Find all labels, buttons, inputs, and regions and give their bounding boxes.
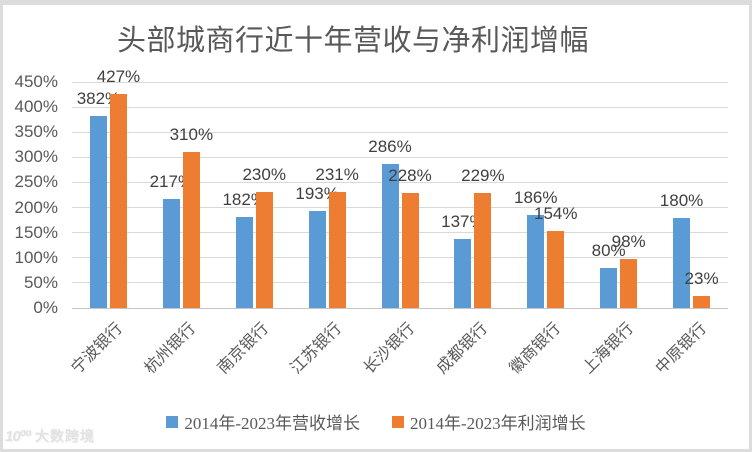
bar-profit xyxy=(474,192,492,308)
legend-swatch-icon xyxy=(392,415,404,428)
watermark: 10⁰⁰ 大数跨境 xyxy=(5,426,95,446)
bar-profit xyxy=(109,93,127,308)
bar-revenue xyxy=(454,239,472,308)
data-label: 231% xyxy=(315,164,359,184)
y-axis-tick-label: 450% xyxy=(14,72,58,91)
chart-title: 头部城商行近十年营收与净利润增幅 xyxy=(116,25,590,57)
data-label: 228% xyxy=(388,166,432,186)
data-label: 229% xyxy=(461,165,505,185)
data-label: 80% xyxy=(591,240,626,260)
bar-revenue xyxy=(308,211,326,308)
data-label: 137% xyxy=(441,212,485,232)
y-axis-tick-label: 250% xyxy=(14,172,58,192)
data-label: 193% xyxy=(295,184,339,204)
y-axis-tick-label: 400% xyxy=(14,97,58,117)
bar-profit xyxy=(693,296,711,308)
data-label: 286% xyxy=(368,137,412,157)
gridline xyxy=(72,282,728,284)
y-axis-tick-label: 100% xyxy=(14,247,58,267)
bar-revenue xyxy=(162,199,180,308)
bar-profit xyxy=(620,258,638,308)
bar-revenue xyxy=(600,267,618,308)
data-label: 186% xyxy=(514,187,558,207)
bar-profit xyxy=(182,152,200,308)
legend-label: 2014年-2023年营收增长 xyxy=(184,414,360,433)
legend-item-profit: 2014年-2023年利润增长 xyxy=(392,409,586,434)
bar-revenue xyxy=(673,217,691,308)
gridline xyxy=(72,81,728,83)
data-label: 182% xyxy=(222,189,266,209)
watermark-logo-icon: 10⁰⁰ xyxy=(5,428,32,445)
bar-profit xyxy=(401,193,419,308)
data-label: 180% xyxy=(659,190,704,210)
data-label: 230% xyxy=(242,165,286,185)
bar-profit xyxy=(255,192,273,308)
data-label: 23% xyxy=(684,269,719,289)
data-label: 310% xyxy=(169,125,214,145)
bar-profit xyxy=(328,191,346,308)
gridline xyxy=(72,232,728,234)
data-label: 154% xyxy=(534,203,578,223)
data-label: 98% xyxy=(611,231,646,251)
gridline xyxy=(72,257,728,259)
y-axis-tick-label: 150% xyxy=(14,222,58,242)
gridline xyxy=(72,156,728,158)
gridline xyxy=(72,207,728,209)
legend: 2014年-2023年营收增长 2014年-2023年利润增长 xyxy=(0,409,752,434)
y-axis-tick-label: 350% xyxy=(14,122,58,142)
bar-revenue xyxy=(89,116,107,308)
gridline xyxy=(72,106,728,108)
legend-item-revenue: 2014年-2023年营收增长 xyxy=(166,409,360,434)
x-axis-line xyxy=(72,307,728,309)
bar-revenue xyxy=(381,164,399,308)
y-axis-tick-label: 50% xyxy=(23,272,58,292)
gridline xyxy=(72,181,728,183)
watermark-text: 大数跨境 xyxy=(34,430,95,445)
y-axis-tick-label: 300% xyxy=(14,147,58,167)
y-axis-tick-label: 0% xyxy=(33,298,58,317)
data-label: 427% xyxy=(96,66,141,86)
bar-profit xyxy=(547,230,565,308)
y-axis-tick-label: 200% xyxy=(14,197,58,217)
bar-revenue xyxy=(527,214,545,308)
legend-swatch-icon xyxy=(166,415,179,428)
data-label: 217% xyxy=(149,172,194,192)
gridline xyxy=(72,131,728,133)
legend-label: 2014年-2023年利润增长 xyxy=(410,414,586,433)
bar-revenue xyxy=(235,216,253,308)
data-label: 382% xyxy=(76,89,121,109)
